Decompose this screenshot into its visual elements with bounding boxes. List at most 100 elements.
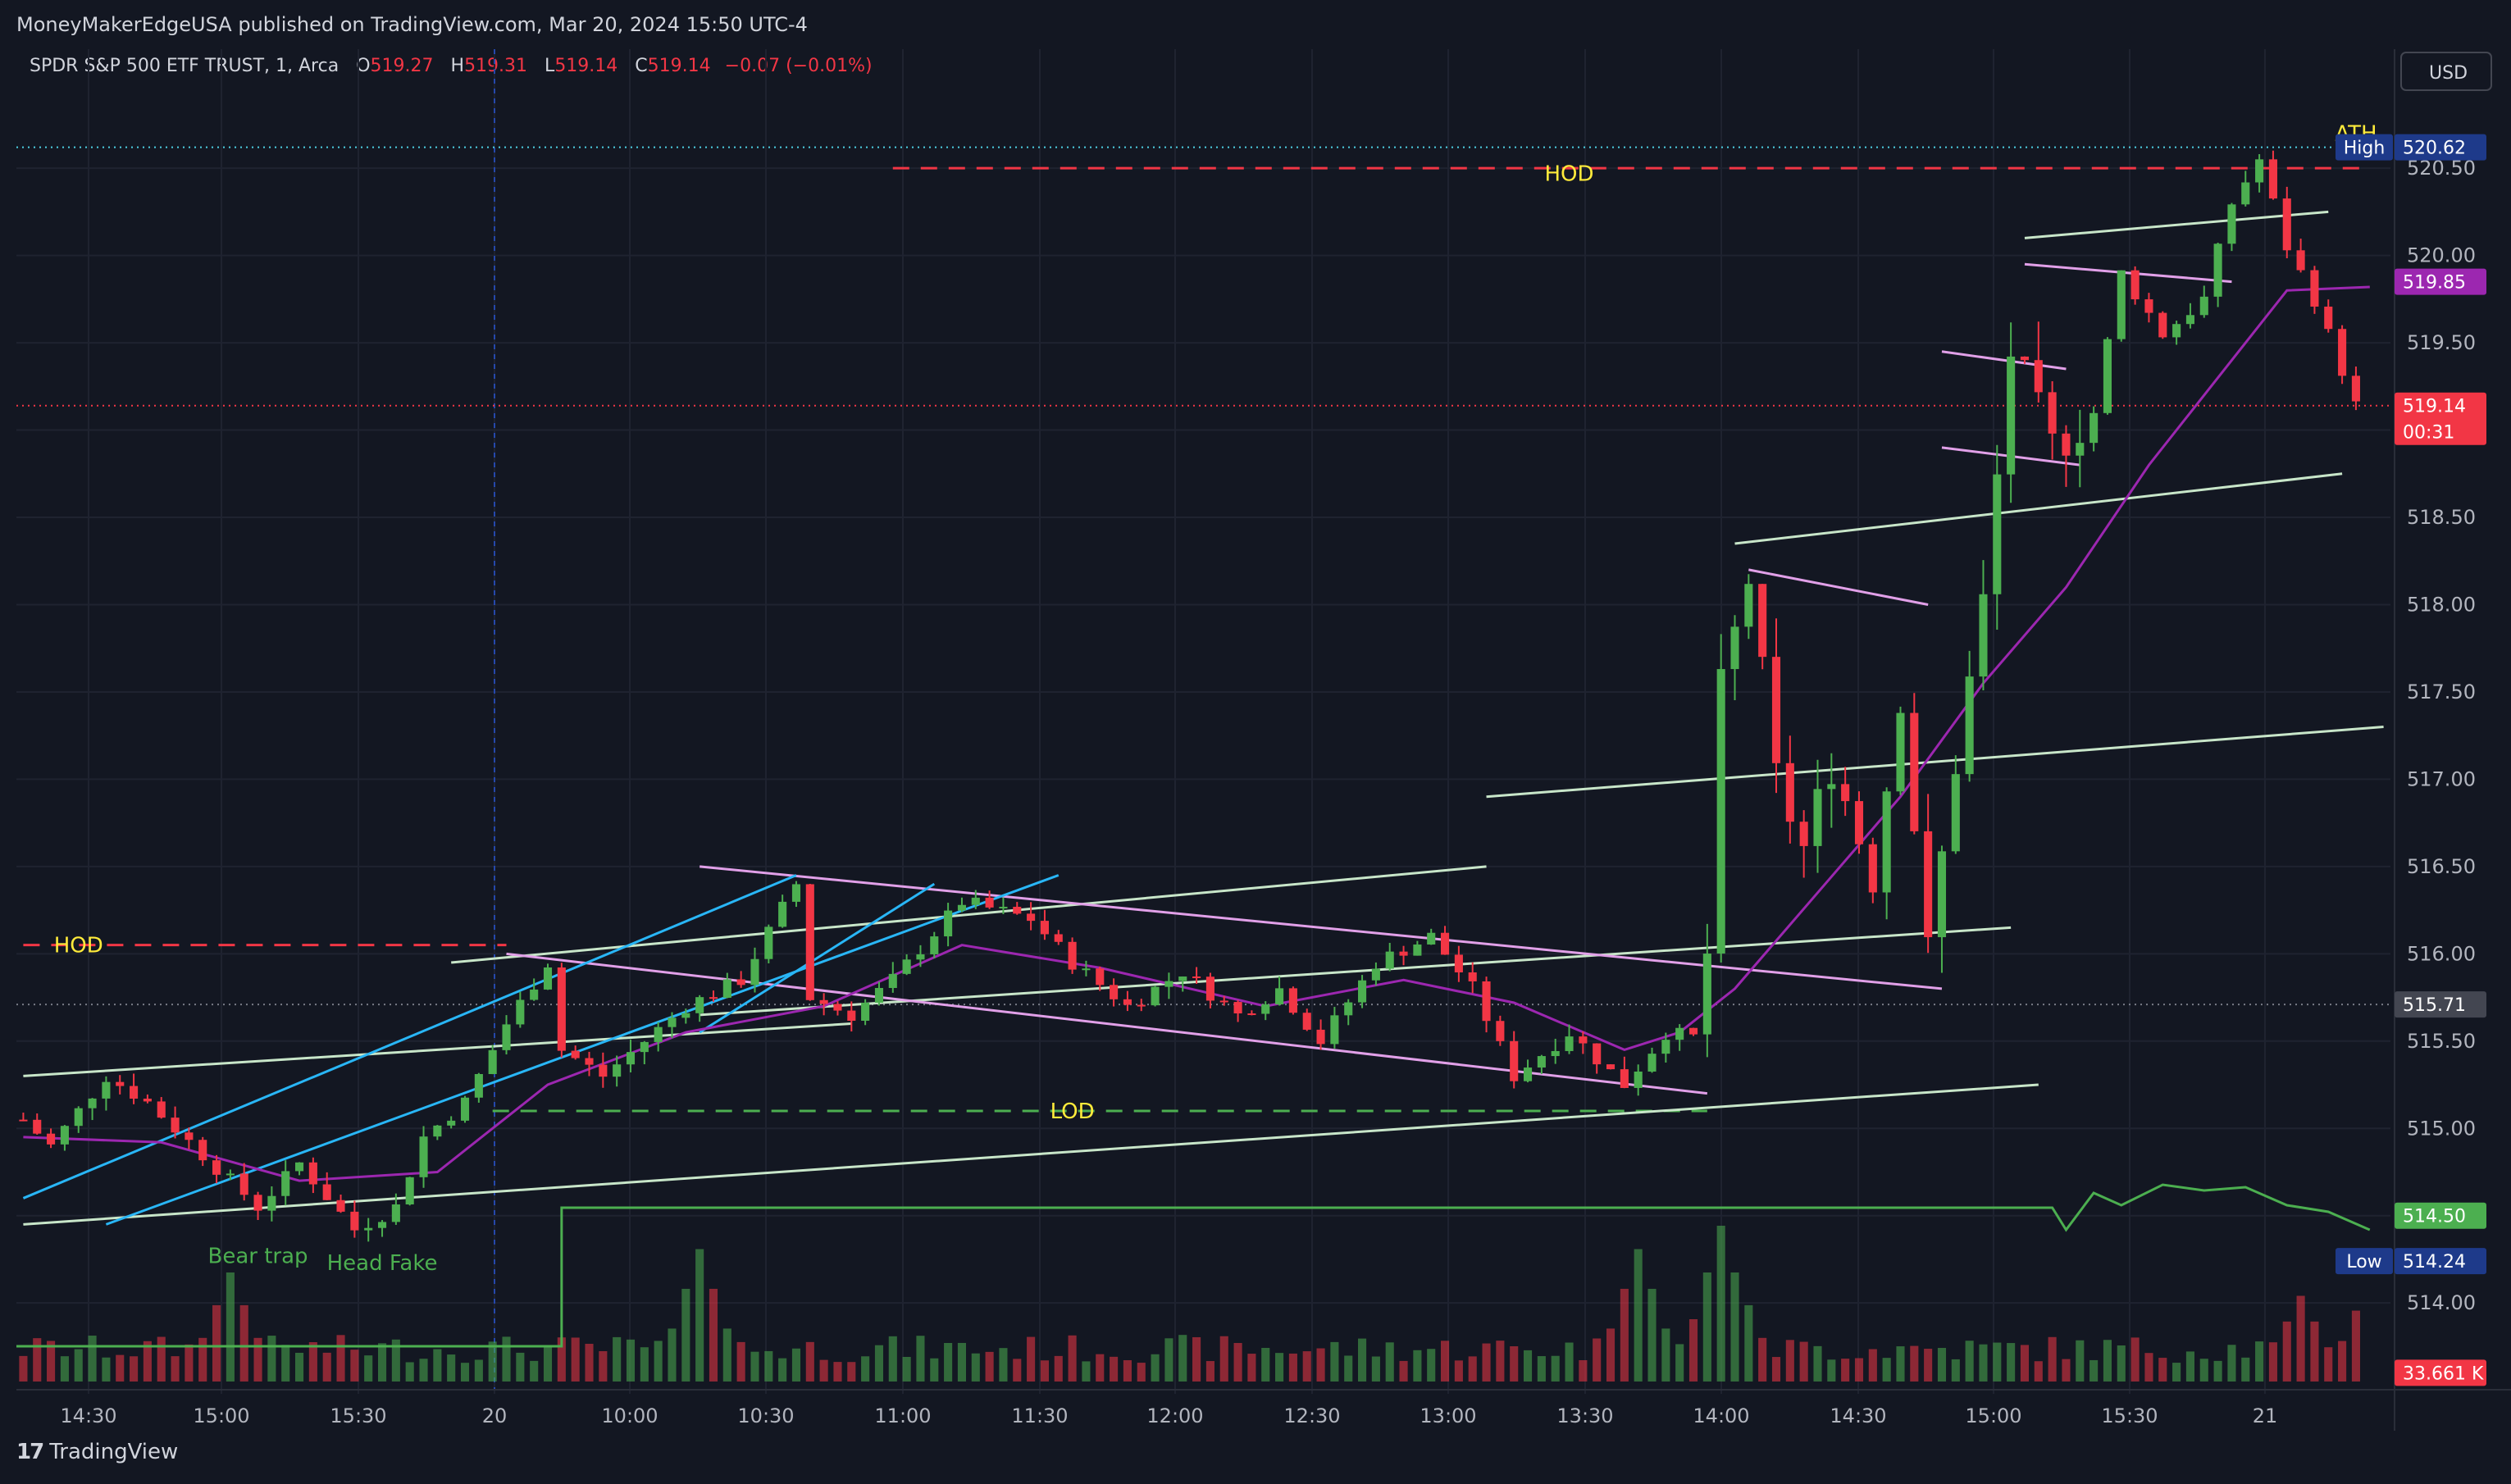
volume-bar: [1068, 1335, 1077, 1382]
candle-body: [2076, 443, 2085, 456]
candle-body: [2241, 182, 2250, 205]
volume-bar: [640, 1347, 649, 1382]
volume-bar: [1523, 1350, 1533, 1382]
trendline: [105, 874, 1060, 1226]
volume-bar: [1993, 1342, 2002, 1382]
x-tick-label: 14:30: [1830, 1404, 1886, 1427]
x-tick-label: 10:30: [737, 1404, 794, 1427]
volume-bar: [2199, 1359, 2208, 1382]
volume-bar: [1399, 1360, 1408, 1382]
candle-body: [819, 999, 828, 1004]
candle-body: [2007, 356, 2016, 475]
candle-body: [88, 1098, 97, 1108]
candle-body: [2062, 433, 2071, 456]
candlesticks: [19, 150, 2360, 1242]
currency-button[interactable]: USD: [2400, 52, 2492, 91]
candle-body: [1110, 985, 1119, 999]
trendline: [700, 926, 2012, 1017]
volume-bar: [88, 1336, 97, 1382]
candle-body: [764, 926, 773, 959]
trendline: [22, 874, 797, 1199]
volume-bar: [1716, 1226, 1725, 1382]
volume-bar: [1868, 1349, 1877, 1382]
candle-body: [585, 1058, 594, 1065]
candle-body: [1758, 584, 1767, 658]
price-tag-box: [2395, 1359, 2486, 1386]
volume-bar: [1979, 1344, 1988, 1382]
price-tag-name: Low: [2346, 1252, 2381, 1272]
candle-body: [2282, 198, 2291, 251]
volume-bar: [1496, 1341, 1505, 1382]
price-tag-box: [2395, 1202, 2486, 1229]
candle-body: [1427, 932, 1436, 945]
candle-body: [2103, 339, 2112, 413]
volume-bar: [2103, 1340, 2112, 1382]
open-label: O: [356, 56, 371, 76]
volume-bar: [460, 1363, 470, 1382]
volume-bar: [33, 1338, 42, 1382]
price-tag-name: High: [2344, 139, 2386, 159]
volume-bar: [1634, 1249, 1643, 1382]
volume-bar: [2213, 1360, 2222, 1382]
candle-body: [668, 1017, 677, 1027]
volume-bar: [1758, 1337, 1767, 1382]
candle-body: [1178, 976, 1187, 981]
candle-body: [640, 1041, 649, 1053]
tradingview-logo: 17: [16, 1440, 44, 1464]
candle-body: [571, 1050, 580, 1058]
candle-body: [33, 1119, 42, 1134]
candle-body: [2130, 270, 2140, 300]
price-tag-box: [2395, 991, 2486, 1018]
symbol-name[interactable]: SPDR S&P 500 ETF TRUST, 1, Arca: [30, 56, 340, 76]
candle-body: [916, 954, 925, 960]
volume-bar: [19, 1355, 28, 1382]
candle-body: [1123, 999, 1132, 1005]
candle-body: [281, 1171, 290, 1196]
candle-body: [1523, 1067, 1533, 1081]
volume-bar: [1771, 1357, 1781, 1382]
tradingview-footer: 17 TradingView: [16, 1440, 178, 1464]
candle-body: [1744, 584, 1753, 627]
volume-bar: [116, 1354, 125, 1382]
candle-body: [1868, 844, 1877, 893]
close-value: 519.14: [647, 56, 711, 76]
candle-body: [1151, 986, 1160, 1006]
volume-bar: [2020, 1345, 2030, 1382]
candle-body: [185, 1132, 194, 1140]
candle-body: [350, 1211, 359, 1231]
volume-bar: [1675, 1344, 1684, 1382]
candle-body: [1164, 981, 1173, 987]
candle-body: [198, 1140, 207, 1161]
volume-bar: [1027, 1336, 1036, 1382]
y-tick-label: 517.00: [2407, 767, 2476, 790]
candle-body: [1040, 921, 1049, 935]
x-tick-label: 14:00: [1693, 1404, 1749, 1427]
candle-body: [1951, 774, 1960, 852]
symbol-legend: SPDR S&P 500 ETF TRUST, 1, Arca O519.27 …: [30, 56, 873, 76]
volume-bar: [364, 1355, 373, 1382]
candle-body: [2255, 159, 2264, 183]
candle-body: [1965, 676, 1974, 775]
candle-body: [2227, 204, 2236, 244]
trendline: [699, 882, 936, 1034]
candle-body: [681, 1013, 690, 1018]
volume-bar: [433, 1349, 442, 1382]
x-tick-label: 21: [2253, 1404, 2278, 1427]
candle-body: [1496, 1021, 1505, 1041]
candle-body: [543, 967, 553, 990]
trendline: [1486, 726, 2384, 799]
volume-bar: [530, 1360, 539, 1382]
candle-body: [944, 910, 953, 937]
chart-grid: [16, 49, 2390, 1394]
volume-bar: [2351, 1310, 2360, 1382]
volume-bar: [888, 1336, 897, 1382]
candle-body: [1068, 941, 1077, 970]
candle-body: [1054, 934, 1063, 942]
volume-bar: [1123, 1360, 1132, 1382]
volume-bar: [557, 1337, 566, 1382]
volume-bar: [2062, 1359, 2071, 1382]
candle-body: [253, 1195, 262, 1211]
candle-body: [722, 979, 731, 998]
volume-bar: [2089, 1359, 2099, 1382]
